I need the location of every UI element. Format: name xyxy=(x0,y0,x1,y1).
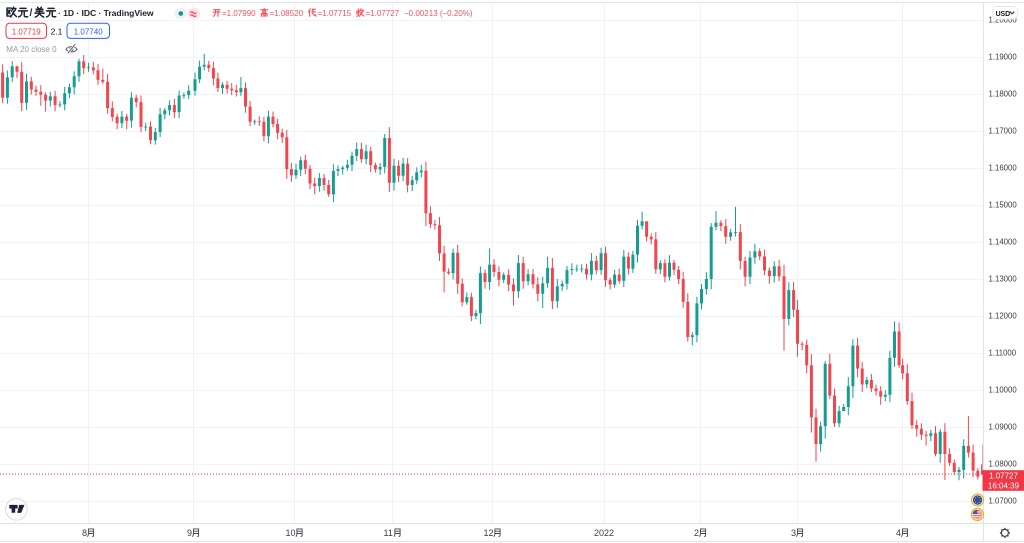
svg-text:1.10000: 1.10000 xyxy=(989,386,1018,395)
svg-text:1.07000: 1.07000 xyxy=(989,497,1018,506)
svg-text:USD: USD xyxy=(996,11,1011,18)
svg-text:10: 10 xyxy=(286,528,296,538)
svg-text:1.20000: 1.20000 xyxy=(989,16,1018,25)
svg-text:2: 2 xyxy=(694,528,699,538)
svg-text:/: / xyxy=(30,8,33,19)
svg-text:1.11000: 1.11000 xyxy=(989,349,1017,358)
svg-text:12: 12 xyxy=(484,528,494,538)
svg-text:=1.08520: =1.08520 xyxy=(270,9,304,18)
svg-text:9: 9 xyxy=(187,528,192,538)
svg-text:1.07727: 1.07727 xyxy=(989,472,1018,481)
svg-text:2022: 2022 xyxy=(594,528,614,538)
svg-text:1.16000: 1.16000 xyxy=(989,164,1018,173)
svg-text:=1.07727: =1.07727 xyxy=(366,9,400,18)
svg-text:2.1: 2.1 xyxy=(51,26,63,36)
svg-text:1.19000: 1.19000 xyxy=(989,53,1018,62)
svg-text:1.08000: 1.08000 xyxy=(989,460,1018,469)
svg-text:1.14000: 1.14000 xyxy=(989,238,1018,247)
svg-text:1.17000: 1.17000 xyxy=(989,127,1018,136)
svg-text:1.09000: 1.09000 xyxy=(989,423,1018,432)
svg-text:MA 20 close 0: MA 20 close 0 xyxy=(6,45,57,54)
svg-text:=1.07715: =1.07715 xyxy=(318,9,352,18)
svg-text:3: 3 xyxy=(791,528,796,538)
svg-text:−0.00213 (−0.20%): −0.00213 (−0.20%) xyxy=(404,9,473,18)
svg-text:11: 11 xyxy=(384,528,393,538)
svg-text:1.18000: 1.18000 xyxy=(989,90,1018,99)
svg-text:1.12000: 1.12000 xyxy=(989,312,1018,321)
svg-text:8: 8 xyxy=(82,528,87,538)
svg-text:1.15000: 1.15000 xyxy=(989,201,1018,210)
svg-text:1.07719: 1.07719 xyxy=(12,27,41,36)
svg-text:4: 4 xyxy=(896,528,901,538)
svg-text:=1.07990: =1.07990 xyxy=(222,9,256,18)
svg-text:· 1D · IDC · TradingView: · 1D · IDC · TradingView xyxy=(58,8,154,18)
svg-text:16:04:39: 16:04:39 xyxy=(988,481,1020,490)
svg-text:1.13000: 1.13000 xyxy=(989,275,1018,284)
svg-text:1.07740: 1.07740 xyxy=(74,27,103,36)
